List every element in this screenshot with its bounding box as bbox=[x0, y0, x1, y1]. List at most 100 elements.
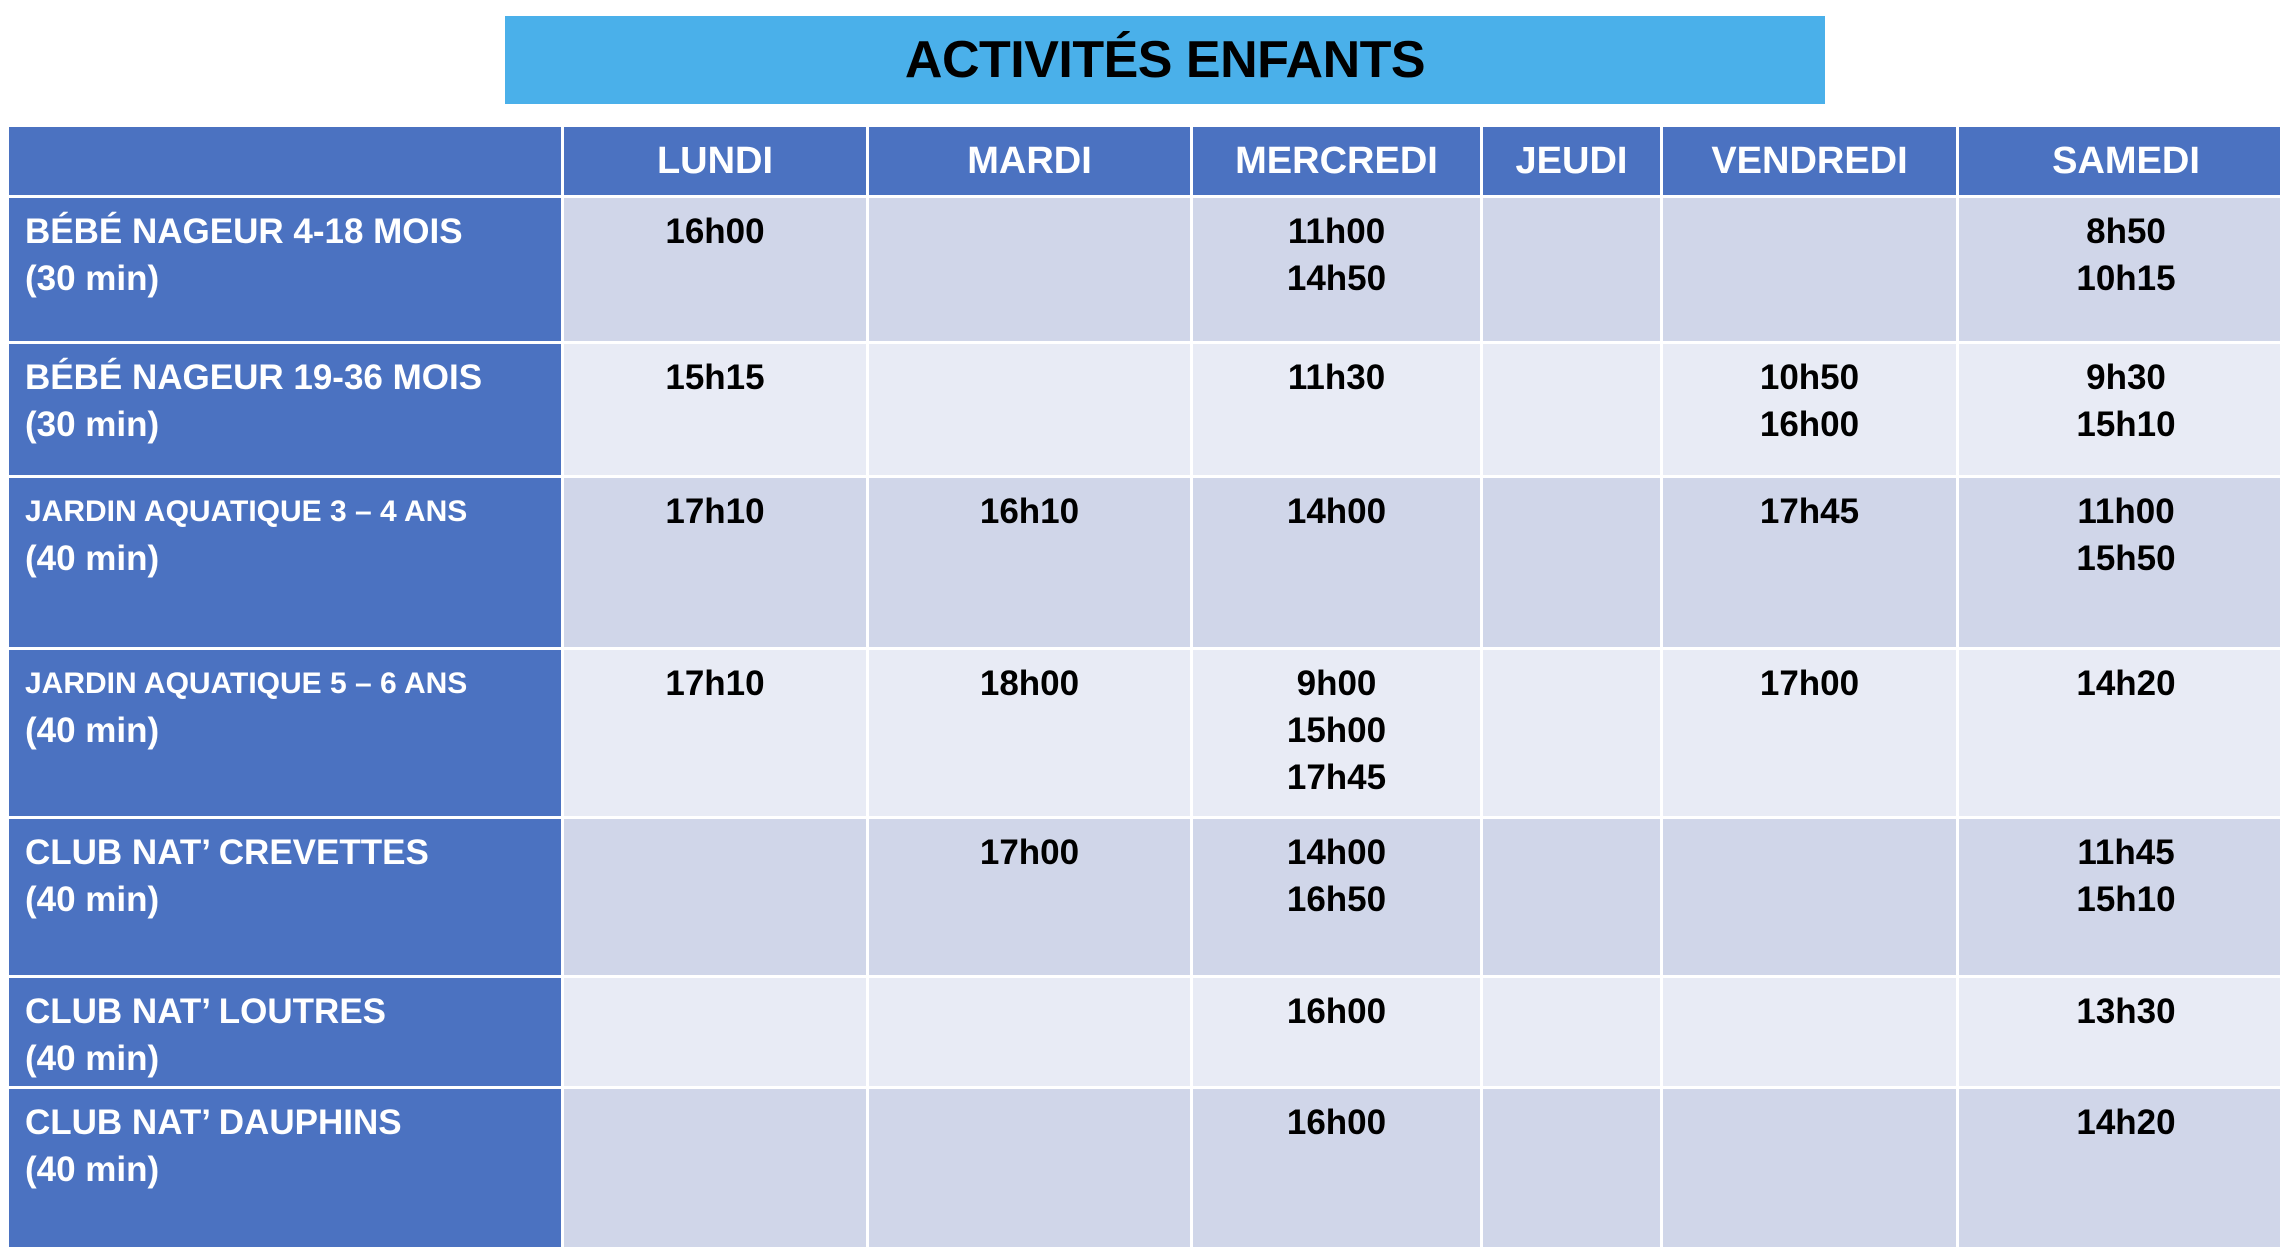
time-cell: 17h00 bbox=[1663, 650, 1956, 816]
day-header: JEUDI bbox=[1483, 127, 1660, 195]
session-time: 10h15 bbox=[2076, 259, 2176, 298]
time-cell: 17h00 bbox=[869, 818, 1190, 975]
activity-label: JARDIN AQUATIQUE 3 – 4 ANS (40 min) bbox=[9, 478, 561, 648]
time-cell: 14h00 16h50 bbox=[1193, 818, 1480, 975]
activity-label: BÉBÉ NAGEUR 4-18 MOIS (30 min) bbox=[9, 198, 561, 342]
time-cell bbox=[869, 1088, 1190, 1247]
time-cell bbox=[869, 198, 1190, 342]
session-time: 14h00 bbox=[1286, 492, 1387, 532]
activity-duration: (40 min) bbox=[25, 711, 160, 751]
time-cell: 13h30 bbox=[1959, 977, 2280, 1086]
activity-name: JARDIN AQUATIQUE 5 – 6 ANS bbox=[25, 667, 468, 701]
session-time: 16h50 bbox=[1286, 879, 1387, 919]
session-time: 16h00 bbox=[1759, 405, 1860, 445]
time-cell: 18h00 bbox=[869, 650, 1190, 816]
session-time: 14h00 bbox=[1286, 832, 1387, 872]
time-cell: 16h10 bbox=[869, 478, 1190, 648]
session-time: 14h20 bbox=[2076, 1102, 2176, 1142]
activity-name: BÉBÉ NAGEUR 19-36 MOIS bbox=[25, 358, 483, 398]
time-cell bbox=[564, 818, 866, 975]
session-time: 9h30 bbox=[2086, 358, 2166, 398]
session-time: 16h00 bbox=[665, 212, 765, 251]
activity-label: BÉBÉ NAGEUR 19-36 MOIS (30 min) bbox=[9, 344, 561, 476]
session-time: 14h20 bbox=[2076, 664, 2176, 704]
session-time: 17h10 bbox=[665, 492, 765, 532]
time-cell: 16h00 bbox=[564, 198, 866, 342]
page-title: ACTIVITÉS ENFANTS bbox=[505, 16, 1825, 104]
day-header: MERCREDI bbox=[1193, 127, 1480, 195]
time-cell: 8h50 10h15 bbox=[1959, 198, 2280, 342]
session-time: 15h10 bbox=[2076, 879, 2176, 919]
time-cell: 14h20 bbox=[1959, 1088, 2280, 1247]
header-row: LUNDI MARDI MERCREDI JEUDI VENDREDI SAME… bbox=[9, 127, 2280, 195]
activity-duration: (30 min) bbox=[25, 259, 160, 298]
time-cell: 10h50 16h00 bbox=[1663, 344, 1956, 476]
activity-label: JARDIN AQUATIQUE 5 – 6 ANS (40 min) bbox=[9, 650, 561, 816]
activity-name: CLUB NAT’ LOUTRES bbox=[25, 991, 387, 1031]
time-cell: 17h10 bbox=[564, 650, 866, 816]
session-time: 11h00 bbox=[1287, 212, 1386, 251]
time-cell: 9h00 15h00 17h45 bbox=[1193, 650, 1480, 816]
session-time: 15h00 bbox=[1286, 711, 1387, 751]
time-cell bbox=[1483, 198, 1660, 342]
activity-duration: (30 min) bbox=[25, 405, 160, 445]
activity-name: JARDIN AQUATIQUE 3 – 4 ANS bbox=[25, 495, 468, 529]
schedule-row: JARDIN AQUATIQUE 5 – 6 ANS (40 min) 17h10 1… bbox=[9, 650, 2280, 816]
time-cell bbox=[1483, 344, 1660, 476]
schedule-row: BÉBÉ NAGEUR 4-18 MOIS (30 min) 16h00 11h00 1… bbox=[9, 198, 2280, 342]
time-cell bbox=[1663, 198, 1956, 342]
time-cell: 14h20 bbox=[1959, 650, 2280, 816]
session-time: 11h00 bbox=[2077, 492, 2175, 532]
day-header: SAMEDI bbox=[1959, 127, 2280, 195]
time-cell: 17h10 bbox=[564, 478, 866, 648]
activity-name: CLUB NAT’ DAUPHINS bbox=[25, 1102, 402, 1142]
session-time: 15h50 bbox=[2076, 539, 2176, 579]
activity-label: CLUB NAT’ LOUTRES (40 min) bbox=[9, 977, 561, 1086]
time-cell bbox=[1663, 818, 1956, 975]
time-cell bbox=[1483, 1088, 1660, 1247]
activity-duration: (40 min) bbox=[25, 539, 160, 579]
session-time: 17h45 bbox=[1759, 492, 1860, 532]
time-cell: 16h00 bbox=[1193, 1088, 1480, 1247]
activity-label: CLUB NAT’ CREVETTES (40 min) bbox=[9, 818, 561, 975]
session-time: 16h00 bbox=[1286, 1102, 1387, 1142]
activity-duration: (40 min) bbox=[25, 1038, 160, 1078]
session-time: 16h10 bbox=[979, 492, 1080, 532]
schedule-table: LUNDI MARDI MERCREDI JEUDI VENDREDI SAME… bbox=[6, 124, 2280, 1250]
time-cell: 11h45 15h10 bbox=[1959, 818, 2280, 975]
time-cell: 9h30 15h10 bbox=[1959, 344, 2280, 476]
time-cell: 17h45 bbox=[1663, 478, 1956, 648]
time-cell: 11h00 15h50 bbox=[1959, 478, 2280, 648]
time-cell bbox=[1483, 818, 1660, 975]
schedule-row: JARDIN AQUATIQUE 3 – 4 ANS (40 min) 17h10 1… bbox=[9, 478, 2280, 648]
time-cell: 16h00 bbox=[1193, 977, 1480, 1086]
day-header: MARDI bbox=[869, 127, 1190, 195]
activity-name: CLUB NAT’ CREVETTES bbox=[25, 832, 429, 872]
session-time: 17h00 bbox=[1759, 664, 1860, 704]
activity-duration: (40 min) bbox=[25, 1149, 160, 1189]
session-time: 17h00 bbox=[979, 832, 1080, 872]
session-time: 11h30 bbox=[1287, 358, 1386, 398]
schedule-row: CLUB NAT’ CREVETTES (40 min) 17h00 14h00 16h… bbox=[9, 818, 2280, 975]
session-time: 17h45 bbox=[1286, 758, 1387, 798]
header-corner bbox=[9, 127, 561, 195]
session-time: 15h15 bbox=[665, 358, 765, 398]
time-cell bbox=[1483, 977, 1660, 1086]
activity-name: BÉBÉ NAGEUR 4-18 MOIS bbox=[25, 212, 463, 251]
time-cell bbox=[869, 977, 1190, 1086]
time-cell bbox=[564, 977, 866, 1086]
session-time: 10h50 bbox=[1759, 358, 1860, 398]
time-cell bbox=[1663, 977, 1956, 1086]
schedule-row: CLUB NAT’ DAUPHINS (40 min) 16h00 14h20 bbox=[9, 1088, 2280, 1247]
session-time: 9h00 bbox=[1296, 664, 1377, 704]
time-cell bbox=[869, 344, 1190, 476]
session-time: 11h45 bbox=[2077, 832, 2175, 872]
time-cell: 15h15 bbox=[564, 344, 866, 476]
activity-label: CLUB NAT’ DAUPHINS (40 min) bbox=[9, 1088, 561, 1247]
session-time: 13h30 bbox=[2076, 991, 2176, 1031]
session-time: 18h00 bbox=[979, 664, 1080, 704]
time-cell bbox=[1483, 650, 1660, 816]
day-header: VENDREDI bbox=[1663, 127, 1956, 195]
time-cell: 11h30 bbox=[1193, 344, 1480, 476]
session-time: 15h10 bbox=[2076, 405, 2176, 445]
